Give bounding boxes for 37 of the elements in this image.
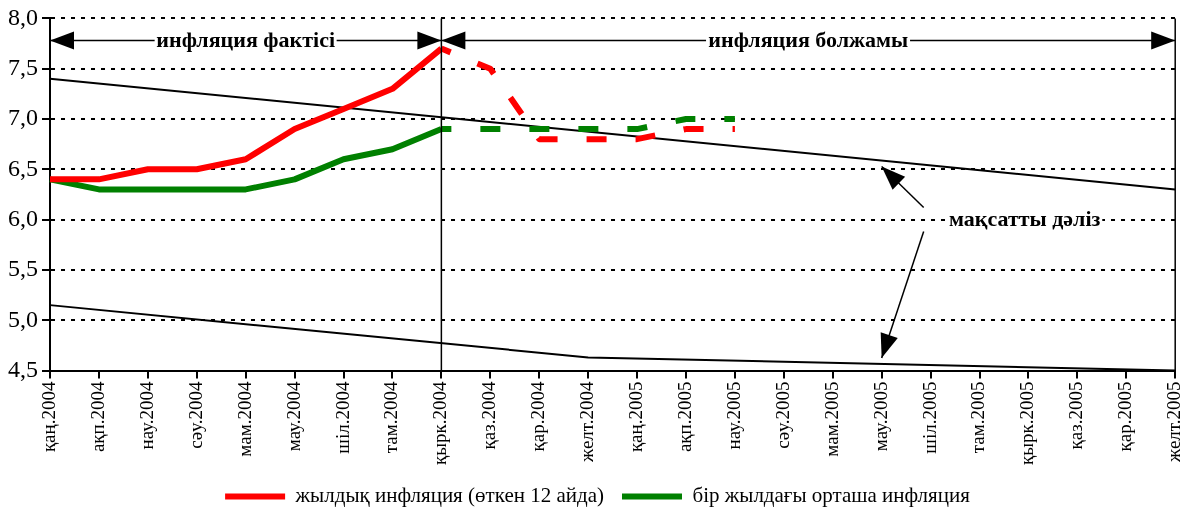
x-tick-label: қар.2004	[527, 381, 549, 452]
y-tick-label: 8,0	[8, 3, 38, 30]
x-tick-label: ақп.2005	[673, 381, 695, 453]
x-tick-label: қаз.2004	[478, 381, 500, 450]
x-tick-label: қырк.2005	[1016, 381, 1038, 466]
y-tick-label: 6,0	[8, 204, 38, 231]
x-tick-label: мау.2004	[282, 381, 304, 452]
x-tick-label: нау.2005	[722, 381, 744, 450]
x-tick-label: қаз.2005	[1065, 381, 1087, 450]
x-tick-label: сәу.2004	[184, 381, 206, 449]
annotation: мақсатты дәліз	[946, 206, 1103, 232]
x-tick-label: шіл.2005	[918, 381, 940, 454]
annotation: инфляция фактісі	[154, 27, 338, 53]
x-tick-label: ақп.2004	[86, 381, 108, 453]
x-tick-label: мам.2005	[820, 381, 842, 457]
y-tick-label: 5,0	[8, 305, 38, 332]
x-tick-label: қаң.2005	[625, 381, 647, 453]
x-tick-label: нау.2004	[135, 381, 157, 450]
x-tick-label: мам.2004	[233, 381, 255, 457]
y-tick-label: 6,5	[8, 154, 38, 181]
x-tick-label: шіл.2004	[331, 381, 353, 454]
legend-label: бір жылдағы орташа инфляция	[692, 483, 971, 508]
legend-label: жылдық инфляция (өткен 12 айда)	[294, 483, 605, 508]
annotation: инфляция болжамы	[706, 27, 911, 53]
x-tick-label: мау.2005	[869, 381, 891, 452]
y-tick-label: 7,5	[8, 54, 38, 80]
x-tick-label: қырк.2004	[429, 381, 451, 466]
x-tick-label: там.2004	[380, 381, 402, 454]
x-tick-label: сәу.2005	[771, 381, 793, 449]
x-tick-label: қаң.2004	[37, 381, 59, 453]
x-tick-label: желт.2004	[576, 381, 598, 463]
y-tick-label: 5,5	[8, 255, 38, 282]
y-tick-label: 4,5	[8, 355, 38, 382]
y-tick-label: 7,0	[8, 104, 38, 131]
x-tick-label: там.2005	[967, 381, 989, 454]
x-tick-label: қар.2005	[1114, 381, 1136, 452]
x-tick-label: желт.2005	[1163, 381, 1185, 463]
